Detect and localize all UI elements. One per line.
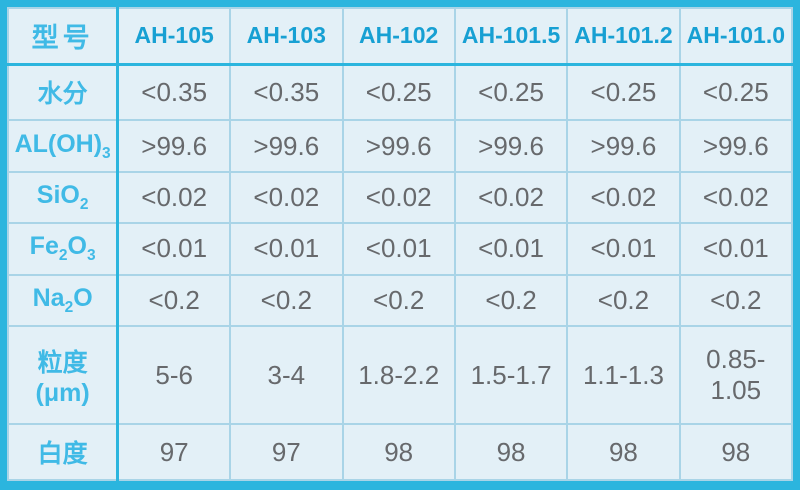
value-cell: <0.02 [341,170,456,225]
value-cell: >99.6 [229,119,344,173]
header-row: 型号 AH-105 AH-103 AH-102 AH-101.5 AH-101.2 AH-1… [7,7,794,66]
value-cell: <0.25 [678,62,794,122]
row-label-text: O [73,283,93,312]
value-cell: 98 [341,423,456,481]
value-cell: <0.2 [678,273,794,327]
table-body: 水分 <0.35 <0.35 <0.25 <0.25 <0.25 <0.25 AL(OH)3 >… [7,62,794,481]
column-header-cell: AH-105 [116,7,232,66]
value-cell: 98 [678,423,794,481]
row-label-text: SiO [36,181,80,209]
row-label-cell: 白度 [7,423,120,481]
row-label-cell: SiO2 [7,170,120,225]
column-header-cell: AH-102 [341,7,456,66]
value-cell: <0.02 [116,170,232,225]
column-header-cell: AH-101.0 [678,7,794,66]
value-cell: <0.25 [566,62,681,122]
spec-table: 型号 AH-105 AH-103 AH-102 AH-101.5 AH-101.2 AH-1… [7,7,794,481]
table-row: 粒度(μm) 5-6 3-4 1.8-2.2 1.5-1.7 1.1-1.3 0.85-1.… [7,324,794,426]
column-header-cell: AH-101.2 [566,7,681,66]
row-label-text: AL(OH) [14,129,103,158]
column-header-cell: AH-101.5 [453,7,569,66]
table-row: SiO2 <0.02 <0.02 <0.02 <0.02 <0.02 <0.02 [7,170,794,225]
value-cell: >99.6 [341,119,456,173]
value-cell: <0.01 [453,222,569,276]
value-cell: <0.25 [341,62,456,122]
row-label-cell: 水分 [7,62,120,122]
table-row: AL(OH)3 >99.6 >99.6 >99.6 >99.6 >99.6 >99.6 [7,119,794,173]
value-cell: <0.01 [229,222,344,276]
row-label-text: Na [32,283,65,312]
row-label-subscript: 3 [102,144,111,162]
row-label-text: O [67,232,87,261]
row-label-cell: 粒度(μm) [7,324,120,426]
value-cell: 97 [229,423,344,481]
value-cell: <0.2 [341,273,456,327]
value-cell: 1.5-1.7 [453,324,569,426]
value-cell: 98 [453,423,569,481]
column-header-cell: AH-103 [229,7,344,66]
row-label-text: 水分 [37,80,88,109]
table-row: Fe2O3 <0.01 <0.01 <0.01 <0.01 <0.01 <0.01 [7,222,794,276]
value-cell: <0.2 [453,273,569,327]
value-cell: >99.6 [566,119,681,173]
row-label-subscript: 2 [79,196,89,213]
value-cell: <0.01 [678,222,794,276]
row-label-cell: AL(OH)3 [7,119,120,173]
value-cell: <0.01 [566,222,681,276]
value-cell: <0.01 [116,222,232,276]
value-cell: <0.02 [566,170,681,225]
value-cell: 3-4 [229,324,344,426]
table-row: 白度 97 97 98 98 98 98 [7,423,794,481]
value-cell: >99.6 [116,119,232,173]
row-label-text: 白度 [37,440,88,469]
value-cell: 98 [566,423,681,481]
value-cell: <0.2 [566,273,681,327]
value-cell: <0.02 [678,170,794,225]
row-label-subscript: 2 [58,247,68,265]
value-cell: <0.02 [229,170,344,225]
row-label-cell: Na2O [7,273,120,327]
value-cell: 97 [116,423,232,481]
value-cell: <0.35 [116,62,232,122]
row-label-cell: Fe2O3 [7,222,120,276]
value-cell: 0.85-1.05 [678,324,794,426]
value-cell: <0.01 [341,222,456,276]
row-label-text: 粒度(μm) [35,348,90,407]
value-cell: <0.25 [453,62,569,122]
row-label-subscript: 2 [64,298,74,316]
value-cell: 1.8-2.2 [341,324,456,426]
value-cell: 5-6 [116,324,232,426]
table-row: Na2O <0.2 <0.2 <0.2 <0.2 <0.2 <0.2 [7,273,794,327]
row-label-text: Fe [29,232,59,261]
corner-header-cell: 型号 [7,7,120,66]
value-cell: >99.6 [453,119,569,173]
value-cell: <0.2 [229,273,344,327]
value-cell: >99.6 [678,119,794,173]
row-label-subscript: 3 [86,247,96,265]
value-cell: <0.02 [453,170,569,225]
value-cell: 1.1-1.3 [566,324,681,426]
table-row: 水分 <0.35 <0.35 <0.25 <0.25 <0.25 <0.25 [7,62,794,122]
value-cell: <0.35 [229,62,344,122]
value-cell: <0.2 [116,273,232,327]
